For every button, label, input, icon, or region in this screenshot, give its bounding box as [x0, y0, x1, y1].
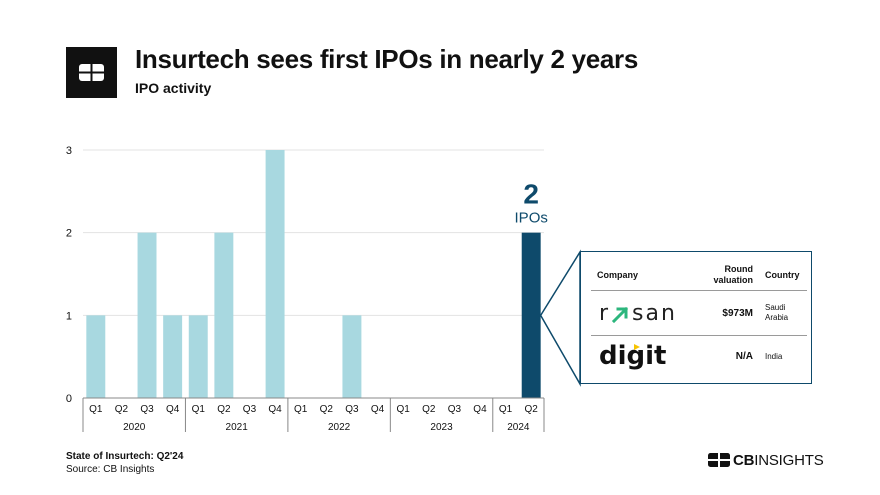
x-tick-label: Q3	[243, 404, 257, 415]
year-label: 2023	[430, 422, 453, 433]
bar	[342, 315, 362, 398]
table-header-company: Company	[597, 270, 639, 280]
x-tick-label: Q1	[192, 404, 206, 415]
x-tick-label: Q2	[525, 404, 539, 415]
brand-cb: CB	[733, 451, 755, 469]
x-tick-label: Q2	[115, 404, 129, 415]
brand-insights: INSIGHTS	[754, 451, 824, 469]
bar	[188, 315, 208, 398]
x-tick-label: Q2	[422, 404, 436, 415]
x-tick-label: Q1	[294, 404, 308, 415]
bar	[265, 150, 285, 398]
chart-title: Insurtech sees first IPOs in nearly 2 ye…	[135, 44, 639, 74]
table-divider	[591, 335, 807, 336]
year-label: 2020	[123, 422, 146, 433]
x-tick-label: Q3	[140, 404, 154, 415]
table-row-country: India	[765, 352, 783, 361]
country-line1: Saudi	[765, 303, 786, 312]
y-tick-label: 1	[66, 310, 72, 322]
country-line2: Arabia	[765, 313, 789, 322]
ipo-company-table: Company Round valuation Country r san $9…	[580, 251, 812, 384]
highlight-unit-label: IPOs	[515, 210, 548, 227]
bar	[163, 315, 183, 398]
y-tick-label: 2	[66, 228, 72, 240]
year-label: 2022	[328, 422, 351, 433]
highlight-value-label: 2	[523, 179, 539, 210]
digit-logo: digit	[599, 341, 669, 379]
cb-logo-icon	[79, 64, 104, 81]
x-tick-label: Q4	[166, 404, 180, 415]
x-tick-label: Q1	[499, 404, 513, 415]
y-tick-label: 3	[66, 145, 72, 157]
table-header-valuation: Round valuation	[711, 264, 753, 286]
table-header-country: Country	[765, 270, 800, 280]
cb-insights-text: CBINSIGHTS	[733, 452, 824, 469]
x-tick-label: Q4	[371, 404, 385, 415]
table-row-valuation: N/A	[735, 351, 753, 362]
source-note: Source: CB Insights	[66, 464, 155, 475]
svg-text:san: san	[632, 302, 677, 324]
chart-subtitle: IPO activity	[135, 80, 212, 96]
table-header-valuation-line2: valuation	[713, 275, 753, 285]
table-header-valuation-line1: Round	[724, 264, 754, 274]
x-tick-label: Q4	[473, 404, 487, 415]
cb-mark-icon	[708, 453, 730, 467]
svg-text:r: r	[599, 302, 610, 324]
bar	[214, 232, 234, 398]
svg-text:digit: digit	[599, 342, 666, 371]
x-tick-label: Q2	[320, 404, 334, 415]
report-name: State of Insurtech: Q2'24	[66, 451, 184, 462]
callout-connector	[540, 249, 581, 387]
cb-insights-wordmark: CBINSIGHTS	[708, 451, 824, 469]
table-row-valuation: $973M	[722, 308, 753, 319]
year-label: 2021	[226, 422, 249, 433]
table-divider	[591, 290, 807, 291]
table-row-country: Saudi Arabia	[765, 303, 788, 323]
year-label: 2024	[507, 422, 530, 433]
cb-insights-logo	[66, 47, 117, 98]
x-tick-label: Q4	[268, 404, 282, 415]
x-tick-label: Q1	[396, 404, 410, 415]
x-tick-label: Q3	[448, 404, 462, 415]
rasan-logo: r san	[599, 301, 691, 329]
y-tick-label: 0	[66, 393, 72, 405]
bar	[137, 232, 157, 398]
x-tick-label: Q3	[345, 404, 359, 415]
bar	[86, 315, 106, 398]
x-tick-label: Q1	[89, 404, 103, 415]
x-tick-label: Q2	[217, 404, 231, 415]
bar	[521, 232, 541, 398]
